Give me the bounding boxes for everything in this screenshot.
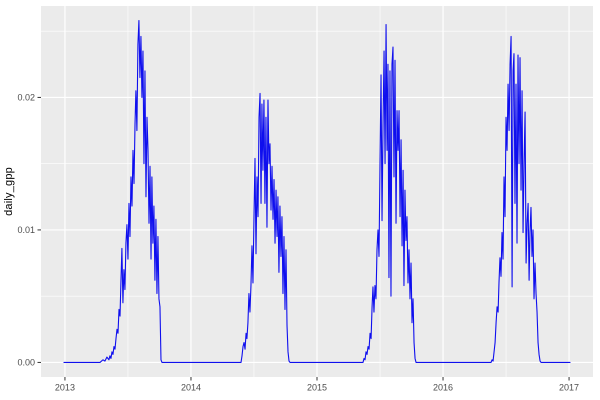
x-tick-label: 2017 <box>559 383 579 393</box>
x-tick-label: 2014 <box>181 383 201 393</box>
x-tick-label: 2015 <box>307 383 327 393</box>
x-tick-label: 2013 <box>55 383 75 393</box>
series-line <box>63 20 571 363</box>
y-tick-label: 0.00 <box>17 357 35 367</box>
y-axis-title: daily_gpp <box>3 6 15 377</box>
y-tick-label: 0.02 <box>17 92 35 102</box>
x-tick-label: 2016 <box>433 383 453 393</box>
y-axis-title-text: daily_gpp <box>3 167 15 216</box>
y-tick-label: 0.01 <box>17 225 35 235</box>
